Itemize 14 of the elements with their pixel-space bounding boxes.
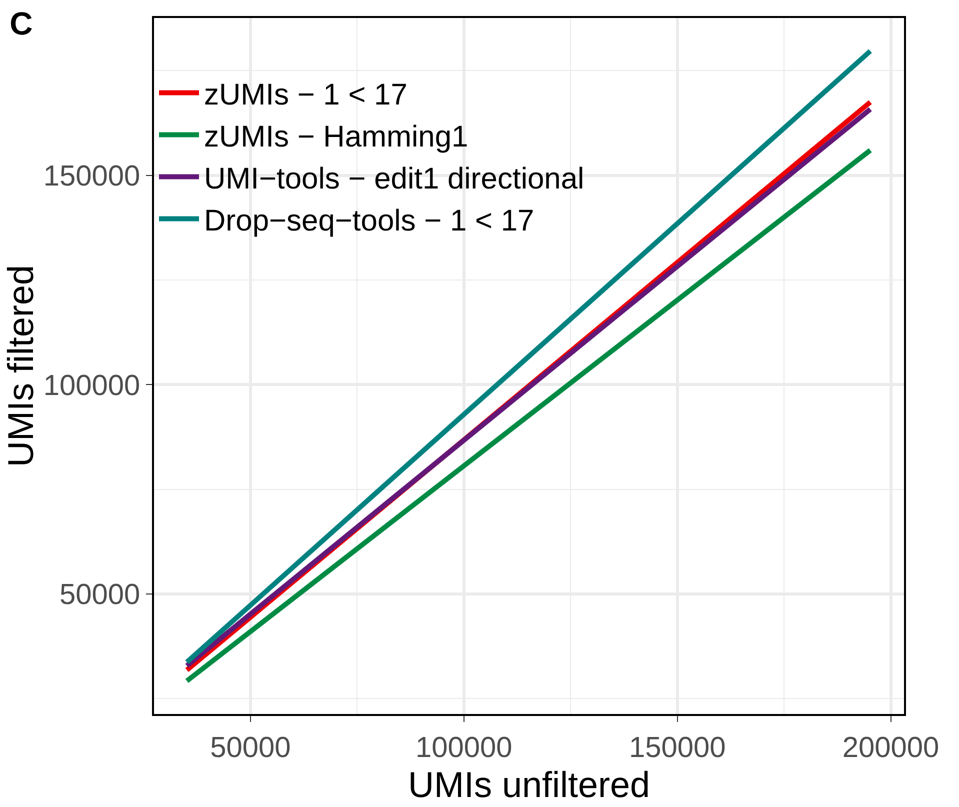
x-tick-label: 50000 bbox=[210, 732, 291, 764]
y-axis-title: UMIs filtered bbox=[0, 264, 41, 468]
y-tick-label: 50000 bbox=[60, 579, 140, 612]
legend-label: UMI−tools − edit1 directional bbox=[204, 162, 584, 196]
legend-label: zUMIs − 1 < 17 bbox=[204, 78, 408, 112]
x-tick-label: 100000 bbox=[416, 732, 512, 764]
y-tick-label: 100000 bbox=[43, 370, 140, 402]
y-tick-label: 150000 bbox=[43, 160, 140, 193]
x-axis-title: UMIs unfiltered bbox=[408, 764, 650, 805]
x-tick-label: 200000 bbox=[842, 732, 940, 764]
legend-label: zUMIs − Hamming1 bbox=[204, 120, 468, 154]
x-tick-label: 150000 bbox=[628, 732, 726, 764]
legend-label: Drop−seq−tools − 1 < 17 bbox=[204, 204, 534, 238]
chart-title: C bbox=[10, 6, 33, 42]
